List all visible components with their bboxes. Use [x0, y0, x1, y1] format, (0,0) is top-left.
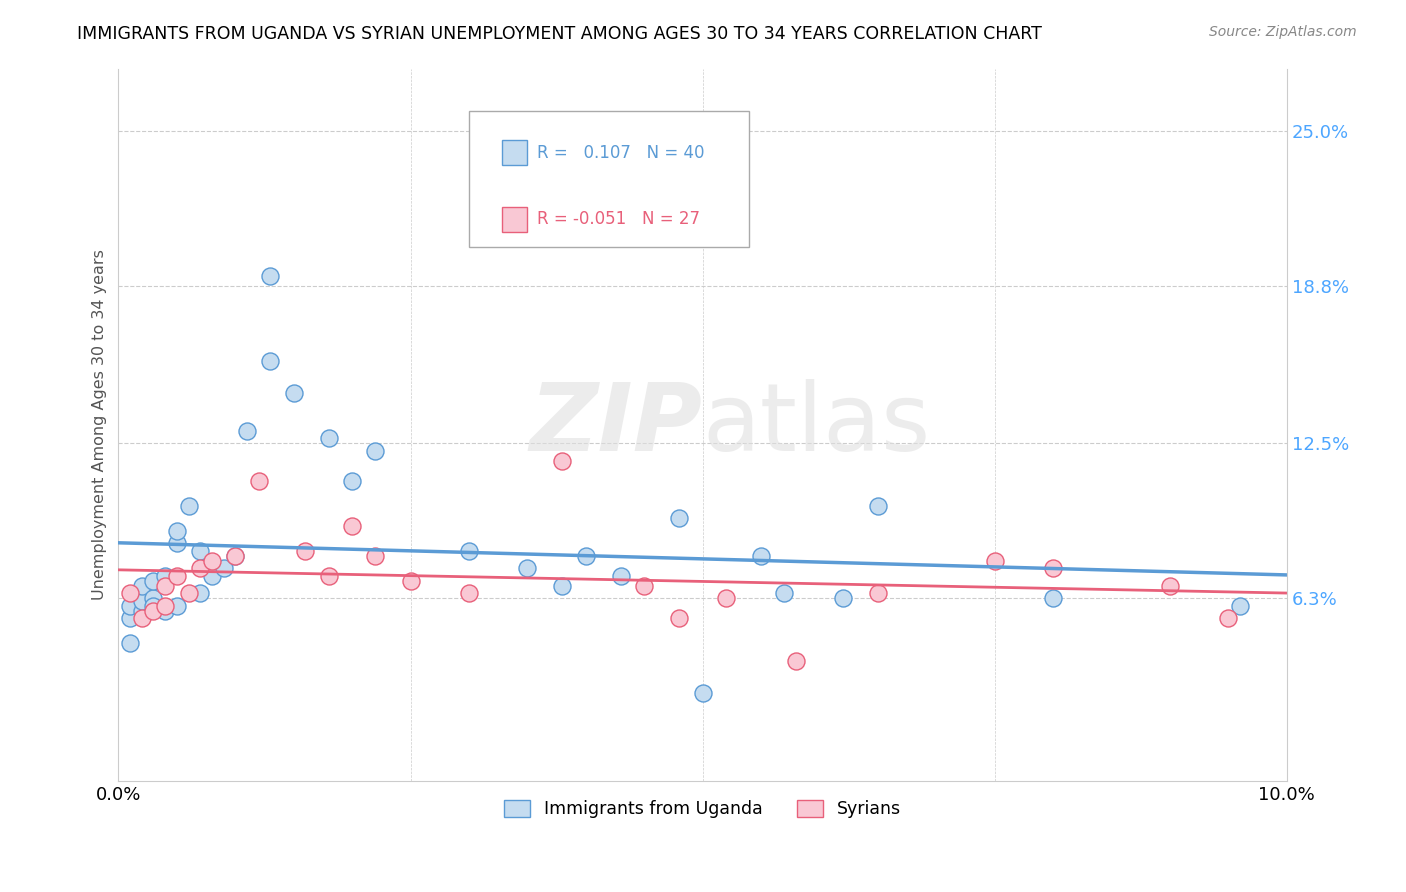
Point: [212, 561, 235, 575]
Point: [224, 549, 246, 563]
Point: [983, 554, 1005, 568]
Point: [1159, 579, 1181, 593]
Point: [142, 591, 165, 606]
Point: [131, 579, 153, 593]
Text: Source: ZipAtlas.com: Source: ZipAtlas.com: [1209, 25, 1357, 39]
Point: [364, 443, 387, 458]
Point: [283, 386, 305, 401]
Point: [259, 354, 281, 368]
Point: [714, 591, 737, 606]
Y-axis label: Unemployment Among Ages 30 to 34 years: Unemployment Among Ages 30 to 34 years: [93, 249, 107, 600]
Point: [177, 499, 200, 513]
Point: [516, 561, 538, 575]
Point: [866, 586, 889, 600]
Point: [340, 518, 363, 533]
Point: [188, 543, 211, 558]
Point: [318, 431, 340, 445]
Point: [201, 568, 224, 582]
Point: [785, 654, 807, 668]
Point: [458, 543, 481, 558]
Point: [247, 474, 270, 488]
Point: [668, 611, 690, 625]
Point: [188, 561, 211, 575]
Point: [294, 543, 316, 558]
Point: [1218, 611, 1240, 625]
Point: [458, 586, 481, 600]
Text: atlas: atlas: [703, 378, 931, 471]
Point: [166, 536, 188, 550]
Point: [153, 599, 176, 613]
Point: [399, 574, 422, 588]
Point: [340, 474, 363, 488]
Point: [259, 268, 281, 283]
Point: [166, 568, 188, 582]
Point: [120, 599, 142, 613]
Point: [131, 611, 153, 625]
Point: [551, 454, 574, 468]
Point: [668, 511, 690, 525]
Point: [131, 593, 153, 607]
Text: R = -0.051   N = 27: R = -0.051 N = 27: [537, 211, 700, 228]
Point: [142, 604, 165, 618]
Point: [131, 604, 153, 618]
Bar: [502, 207, 527, 232]
Point: [364, 549, 387, 563]
Point: [153, 604, 176, 618]
Point: [1042, 591, 1064, 606]
Point: [201, 554, 224, 568]
Legend: Immigrants from Uganda, Syrians: Immigrants from Uganda, Syrians: [496, 793, 908, 825]
Point: [142, 574, 165, 588]
Point: [120, 611, 142, 625]
Point: [551, 579, 574, 593]
Point: [153, 579, 176, 593]
Point: [166, 524, 188, 538]
Point: [773, 586, 796, 600]
Point: [1229, 599, 1251, 613]
Point: [633, 579, 655, 593]
Point: [575, 549, 598, 563]
Point: [188, 586, 211, 600]
Point: [749, 549, 772, 563]
Point: [120, 586, 142, 600]
Point: [692, 686, 714, 700]
Point: [1042, 561, 1064, 575]
Bar: [502, 140, 527, 165]
Point: [142, 599, 165, 613]
Text: ZIP: ZIP: [530, 378, 703, 471]
Point: [224, 549, 246, 563]
Point: [177, 586, 200, 600]
Point: [610, 568, 633, 582]
Point: [831, 591, 853, 606]
FancyBboxPatch shape: [470, 112, 749, 246]
Text: IMMIGRANTS FROM UGANDA VS SYRIAN UNEMPLOYMENT AMONG AGES 30 TO 34 YEARS CORRELAT: IMMIGRANTS FROM UGANDA VS SYRIAN UNEMPLO…: [77, 25, 1042, 43]
Point: [120, 636, 142, 650]
Point: [318, 568, 340, 582]
Point: [153, 568, 176, 582]
Point: [166, 599, 188, 613]
Point: [236, 424, 259, 438]
Text: R =   0.107   N = 40: R = 0.107 N = 40: [537, 144, 704, 161]
Point: [866, 499, 889, 513]
